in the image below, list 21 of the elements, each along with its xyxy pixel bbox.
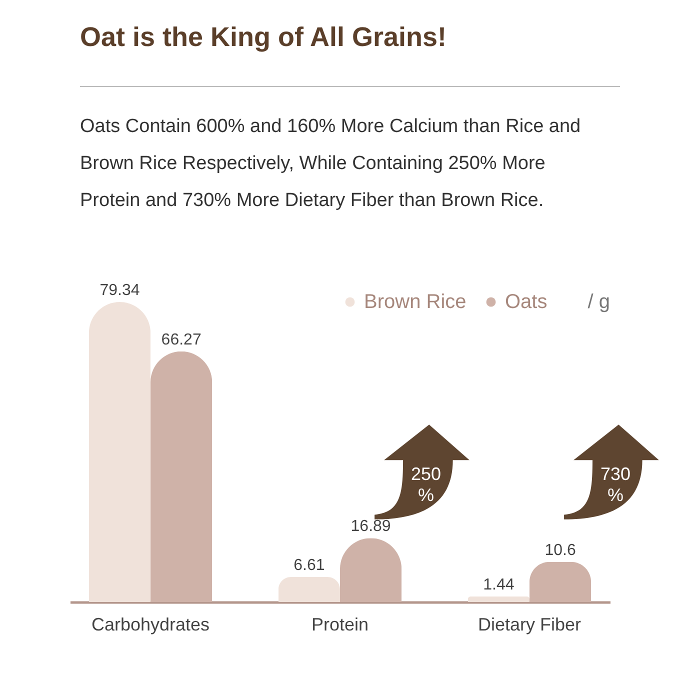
- bar: [529, 562, 592, 602]
- data-label: 16.89: [350, 518, 391, 536]
- annotation: 250 %: [410, 464, 442, 505]
- bar: [278, 577, 340, 602]
- chart-subtitle: Oats Contain 600% and 160% More Calcium than Rice and Brown Rice Respectively, While Containing 250% More Protein and 730% More Dietary Fiber than Brown Rice.: [80, 115, 582, 213]
- bar: [468, 596, 530, 602]
- x-tick-label: Dietary Fiber: [478, 614, 581, 634]
- legend-label: Brown Rice: [364, 291, 466, 313]
- bar: [88, 302, 151, 602]
- annotation: / g: [588, 291, 610, 313]
- data-label: 79.34: [100, 282, 140, 299]
- bar: [150, 351, 212, 602]
- x-tick-label: Protein: [311, 614, 369, 634]
- legend-label: Oats: [505, 291, 548, 313]
- data-label: 1.44: [483, 576, 514, 594]
- data-label: 10.6: [544, 542, 576, 559]
- data-label: 6.61: [294, 557, 325, 574]
- annotation: 730 %: [600, 464, 630, 505]
- x-tick-label: Carbohydrates: [91, 614, 210, 634]
- data-label: 66.27: [161, 331, 202, 348]
- chart-title: Oat is the King of All Grains!: [80, 22, 447, 53]
